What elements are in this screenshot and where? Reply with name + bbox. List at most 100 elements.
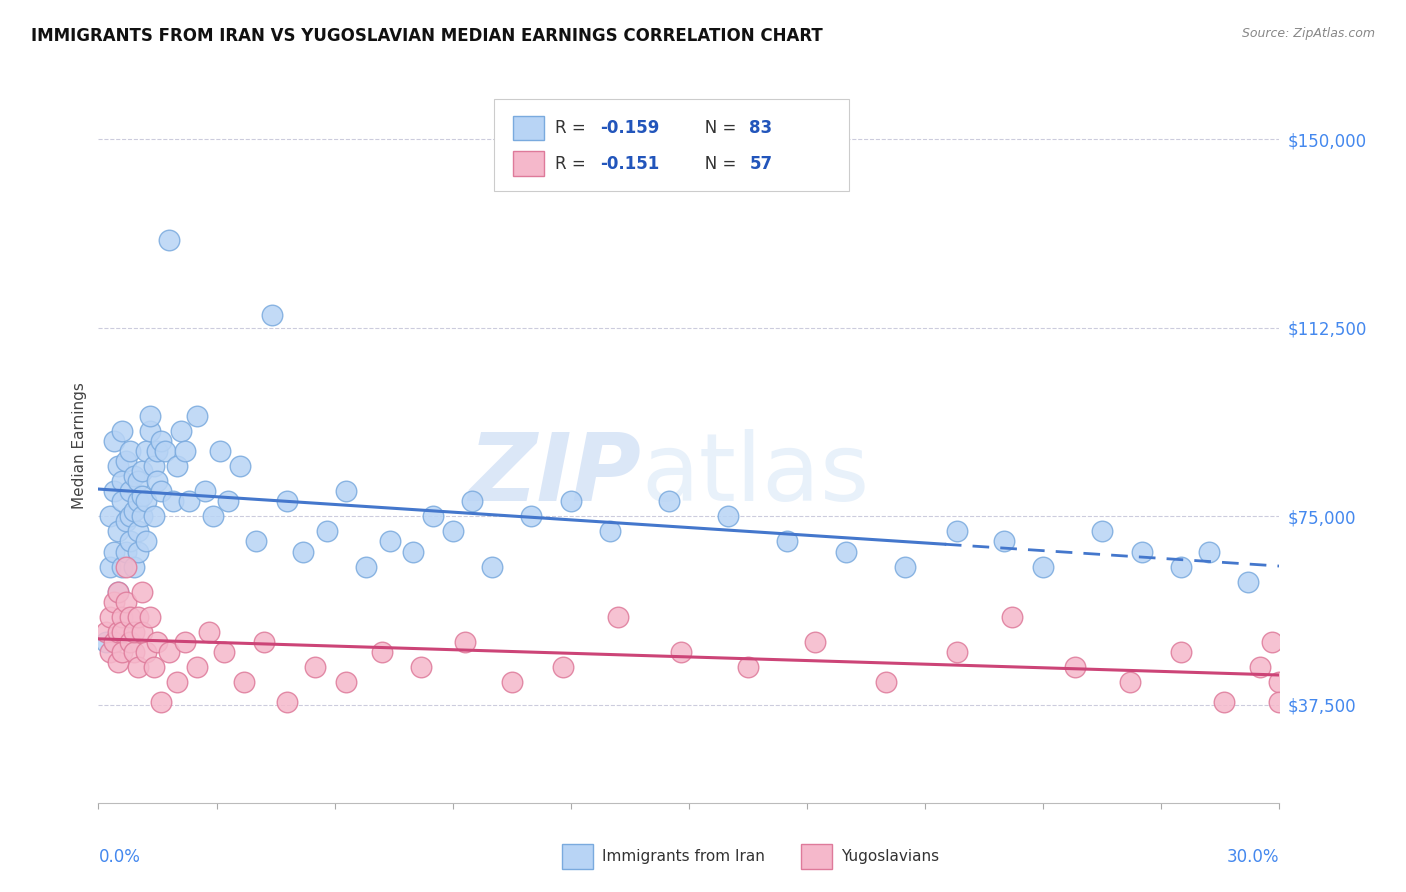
Point	[162, 494, 184, 508]
Point	[378, 534, 401, 549]
Text: -0.159: -0.159	[600, 119, 659, 137]
Point	[1260, 635, 1282, 649]
Point	[135, 494, 157, 508]
Point	[135, 645, 157, 659]
Point	[107, 584, 129, 599]
Point	[166, 675, 188, 690]
Point	[115, 515, 138, 529]
Point	[875, 675, 897, 690]
Point	[441, 524, 464, 539]
Point	[335, 484, 357, 499]
Point	[993, 534, 1015, 549]
Point	[607, 610, 630, 624]
Point	[166, 459, 188, 474]
Point	[1170, 645, 1192, 659]
Point	[142, 509, 165, 524]
Point	[115, 544, 138, 558]
Point	[737, 660, 759, 674]
Point	[1198, 544, 1220, 558]
Point	[131, 464, 153, 478]
Point	[131, 584, 153, 599]
Point	[197, 624, 219, 639]
Point	[111, 494, 134, 508]
Point	[354, 559, 377, 574]
Point	[122, 645, 145, 659]
Point	[453, 635, 475, 649]
Point	[229, 459, 252, 474]
Point	[776, 534, 799, 549]
Point	[122, 469, 145, 483]
Point	[103, 635, 125, 649]
Point	[111, 424, 134, 438]
Point	[186, 660, 208, 674]
Point	[658, 494, 681, 508]
Text: Yugoslavians: Yugoslavians	[841, 849, 939, 863]
Point	[150, 484, 173, 499]
Point	[146, 474, 169, 488]
Point	[669, 645, 692, 659]
Point	[138, 424, 160, 438]
Point	[560, 494, 582, 508]
Text: N =: N =	[689, 119, 741, 137]
Point	[146, 444, 169, 458]
Point	[276, 494, 298, 508]
Point	[1119, 675, 1142, 690]
Point	[107, 655, 129, 669]
Point	[150, 695, 173, 709]
Point	[201, 509, 224, 524]
Point	[411, 660, 433, 674]
Point	[131, 624, 153, 639]
Point	[1001, 610, 1024, 624]
Point	[1249, 660, 1271, 674]
Point	[98, 559, 121, 574]
Point	[98, 610, 121, 624]
Text: atlas: atlas	[641, 428, 870, 521]
Point	[138, 409, 160, 423]
Point	[276, 695, 298, 709]
Point	[111, 624, 134, 639]
Point	[174, 444, 197, 458]
Point	[98, 645, 121, 659]
Point	[150, 434, 173, 448]
Point	[157, 233, 180, 247]
Point	[371, 645, 394, 659]
Point	[107, 584, 129, 599]
Point	[1268, 695, 1291, 709]
Point	[103, 484, 125, 499]
Point	[1032, 559, 1054, 574]
Point	[599, 524, 621, 539]
Text: 0.0%: 0.0%	[98, 848, 141, 866]
Point	[96, 624, 118, 639]
Point	[233, 675, 256, 690]
Point	[177, 494, 200, 508]
Text: 30.0%: 30.0%	[1227, 848, 1279, 866]
Point	[1091, 524, 1114, 539]
Point	[115, 454, 138, 468]
Point	[1130, 544, 1153, 558]
Point	[122, 559, 145, 574]
Point	[98, 509, 121, 524]
Point	[1268, 675, 1291, 690]
Point	[107, 524, 129, 539]
Point	[127, 544, 149, 558]
Point	[402, 544, 425, 558]
Text: Source: ZipAtlas.com: Source: ZipAtlas.com	[1241, 27, 1375, 40]
Point	[103, 434, 125, 448]
Point	[501, 675, 523, 690]
Point	[945, 645, 967, 659]
Point	[170, 424, 193, 438]
Point	[461, 494, 484, 508]
Point	[118, 509, 141, 524]
Point	[142, 459, 165, 474]
Point	[122, 624, 145, 639]
Text: Immigrants from Iran: Immigrants from Iran	[602, 849, 765, 863]
Text: 57: 57	[749, 154, 772, 172]
Point	[157, 645, 180, 659]
Point	[138, 610, 160, 624]
Point	[304, 660, 326, 674]
Point	[127, 524, 149, 539]
Point	[131, 509, 153, 524]
Point	[96, 635, 118, 649]
Point	[260, 309, 283, 323]
Point	[174, 635, 197, 649]
